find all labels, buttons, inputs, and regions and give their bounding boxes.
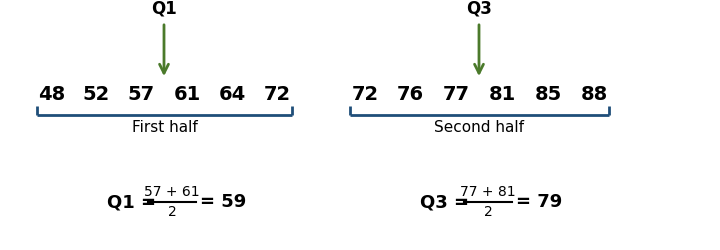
Text: 2: 2 (484, 205, 492, 219)
Text: 61: 61 (174, 86, 201, 104)
Text: 85: 85 (534, 86, 562, 104)
Text: Q3: Q3 (466, 0, 492, 17)
Text: Q1 =: Q1 = (107, 193, 162, 211)
Text: 57: 57 (127, 86, 155, 104)
Text: 77 + 81: 77 + 81 (460, 185, 516, 199)
Text: 72: 72 (264, 86, 291, 104)
Text: 88: 88 (580, 86, 608, 104)
Text: 77: 77 (443, 86, 469, 104)
Text: 72: 72 (351, 86, 379, 104)
Text: 2: 2 (168, 205, 176, 219)
Text: = 59: = 59 (200, 193, 246, 211)
Text: 48: 48 (38, 86, 66, 104)
Text: Q1: Q1 (151, 0, 177, 17)
Text: = 79: = 79 (516, 193, 562, 211)
Text: Second half: Second half (434, 120, 524, 135)
Text: 81: 81 (488, 86, 516, 104)
Text: 52: 52 (82, 86, 109, 104)
Text: 64: 64 (218, 86, 246, 104)
Text: First half: First half (132, 120, 197, 135)
Text: 57 + 61: 57 + 61 (144, 185, 200, 199)
Text: Q3 =: Q3 = (420, 193, 475, 211)
Text: 76: 76 (397, 86, 423, 104)
